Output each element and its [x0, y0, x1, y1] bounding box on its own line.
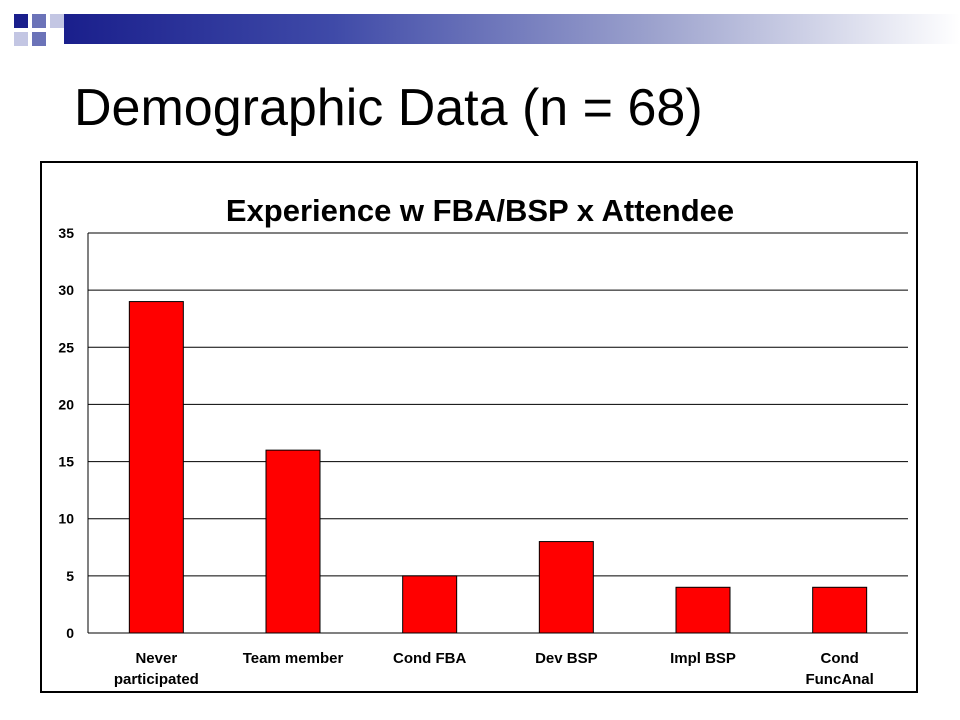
y-tick-label: 25: [58, 339, 74, 355]
y-tick-label: 15: [58, 454, 74, 470]
x-category-label: Team member: [243, 650, 344, 667]
bar: [812, 586, 868, 634]
header-square-mid: [32, 14, 46, 28]
y-tick-label: 0: [66, 625, 74, 641]
x-category-label: Impl BSP: [670, 650, 736, 667]
x-category-label: Cond FBA: [393, 650, 466, 667]
x-category-label: FuncAnal: [805, 671, 873, 688]
bar: [265, 449, 321, 634]
x-category-label: Never: [135, 650, 177, 667]
x-category-label: Cond: [821, 650, 859, 667]
slide-header-decoration: [0, 0, 960, 60]
y-tick-label: 10: [58, 511, 74, 527]
slide-title: Demographic Data (n = 68): [74, 79, 703, 137]
gridlines: [87, 232, 908, 634]
y-tick-label: 35: [58, 225, 74, 241]
header-square-light-lower: [14, 32, 28, 46]
bars: [128, 301, 868, 634]
bar-chart: Experience w FBA/BSP x Attendee 0 5 10 15 20…: [58, 193, 908, 688]
y-tick-label: 20: [58, 396, 74, 412]
bar: [538, 541, 594, 634]
x-category-label: Dev BSP: [535, 650, 598, 667]
chart-frame: Experience w FBA/BSP x Attendee 0 5 10 15 20…: [40, 161, 918, 693]
header-square-mid-lower: [32, 32, 46, 46]
header-square-light: [50, 14, 64, 28]
x-category-label: participated: [114, 671, 199, 688]
header-gradient-bar: [64, 14, 960, 44]
chart-title: Experience w FBA/BSP x Attendee: [226, 193, 734, 228]
header-square-dark: [14, 14, 28, 28]
bar: [128, 301, 184, 634]
axis-labels: 0 5 10 15 20 25 30 35 Never participated Team memb…: [58, 225, 873, 688]
y-tick-label: 30: [58, 282, 74, 298]
bar: [675, 586, 731, 634]
bar: [402, 575, 458, 634]
y-tick-label: 5: [66, 568, 74, 584]
